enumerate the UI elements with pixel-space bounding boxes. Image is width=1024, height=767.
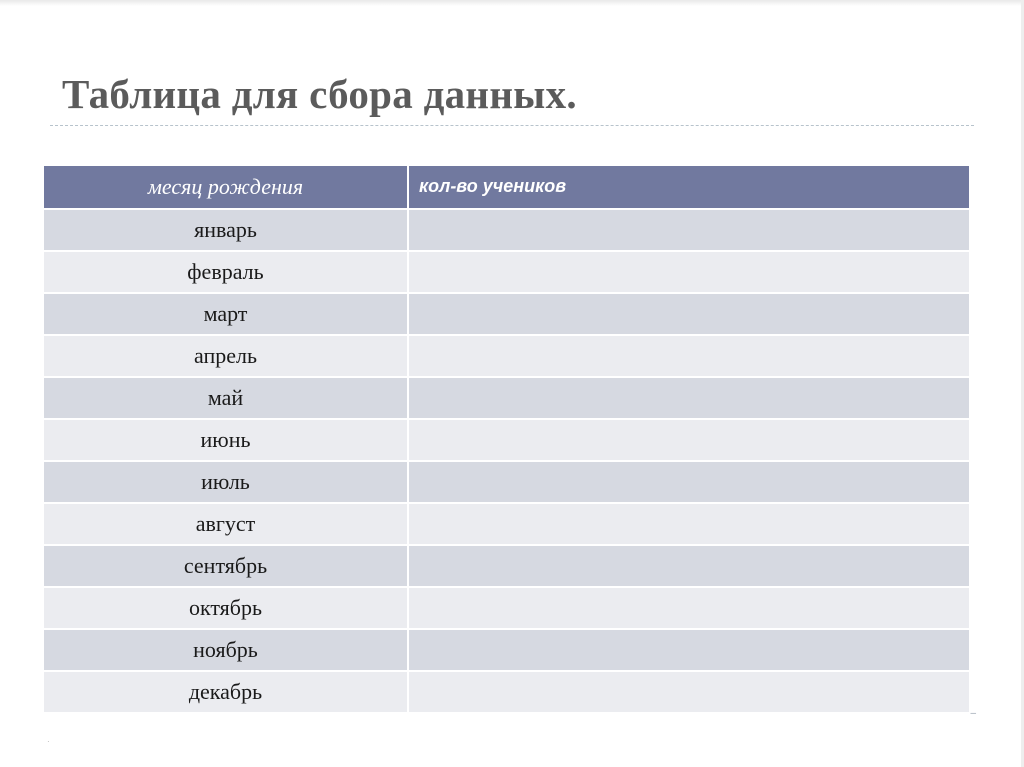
slide-footer-mark: · bbox=[47, 737, 50, 746]
student-count-cell[interactable] bbox=[407, 460, 971, 504]
month-cell: май bbox=[42, 376, 409, 420]
month-cell: январь bbox=[42, 208, 409, 252]
table-row: апрель bbox=[42, 334, 971, 378]
table-row: декабрь bbox=[42, 670, 971, 714]
month-cell: октябрь bbox=[42, 586, 409, 630]
table-row: ноябрь bbox=[42, 628, 971, 672]
student-count-cell[interactable] bbox=[407, 544, 971, 588]
table-row: март bbox=[42, 292, 971, 336]
month-cell: июнь bbox=[42, 418, 409, 462]
slide-title: Таблица для сбора данных. bbox=[62, 71, 577, 117]
month-cell: июль bbox=[42, 460, 409, 504]
table-header-row: месяц рождения кол-во учеников bbox=[42, 164, 971, 210]
table-row: октябрь bbox=[42, 586, 971, 630]
student-count-cell[interactable] bbox=[407, 250, 971, 294]
student-count-cell[interactable] bbox=[407, 502, 971, 546]
student-count-cell[interactable] bbox=[407, 670, 971, 714]
table-row: июль bbox=[42, 460, 971, 504]
header-birth-month: месяц рождения bbox=[42, 164, 409, 210]
slide-top-edge bbox=[0, 0, 1024, 6]
student-count-cell[interactable] bbox=[407, 292, 971, 336]
slide-right-edge bbox=[1021, 0, 1024, 767]
table-row: июнь bbox=[42, 418, 971, 462]
month-cell: март bbox=[42, 292, 409, 336]
student-count-cell[interactable] bbox=[407, 418, 971, 462]
slide-corner-mark: – bbox=[970, 708, 976, 719]
title-divider bbox=[50, 125, 974, 126]
student-count-cell[interactable] bbox=[407, 208, 971, 252]
month-cell: февраль bbox=[42, 250, 409, 294]
table-row: февраль bbox=[42, 250, 971, 294]
month-cell: декабрь bbox=[42, 670, 409, 714]
student-count-cell[interactable] bbox=[407, 586, 971, 630]
table-row: январь bbox=[42, 208, 971, 252]
student-count-cell[interactable] bbox=[407, 334, 971, 378]
table-row: август bbox=[42, 502, 971, 546]
student-count-cell[interactable] bbox=[407, 628, 971, 672]
header-student-count: кол-во учеников bbox=[407, 164, 971, 210]
data-collection-table: месяц рождения кол-во учеников январь фев… bbox=[42, 164, 971, 714]
month-cell: апрель bbox=[42, 334, 409, 378]
month-cell: ноябрь bbox=[42, 628, 409, 672]
student-count-cell[interactable] bbox=[407, 376, 971, 420]
month-cell: сентябрь bbox=[42, 544, 409, 588]
table-row: сентябрь bbox=[42, 544, 971, 588]
table-row: май bbox=[42, 376, 971, 420]
month-cell: август bbox=[42, 502, 409, 546]
table-body: январь февраль март апрель май июнь июль август… bbox=[42, 208, 971, 714]
